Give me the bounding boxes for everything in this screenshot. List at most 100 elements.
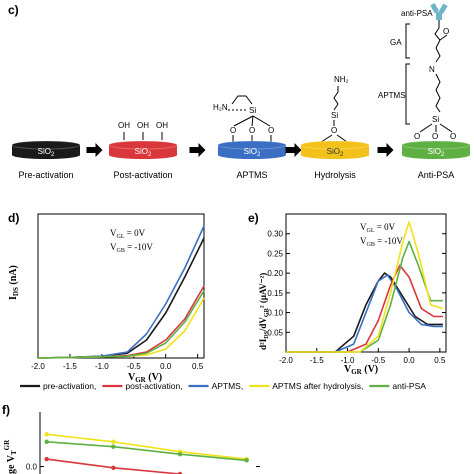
- sio2-label: SiO2: [38, 147, 55, 158]
- x-tick-label: -1.0: [95, 362, 109, 371]
- x-tick-label: 0.0: [160, 362, 172, 371]
- arrow-icon: [285, 143, 302, 157]
- data-point: [244, 458, 249, 463]
- o-label: O: [249, 126, 255, 135]
- series-line: [286, 272, 443, 353]
- x-tick-label: -2.0: [31, 362, 45, 371]
- data-point: [44, 432, 49, 437]
- d-x-axis-label: VGR (V): [128, 372, 162, 384]
- data-point: [44, 456, 49, 462]
- y-tick-label: 0.0: [26, 463, 38, 472]
- arrow-icon: [189, 143, 206, 157]
- data-point: [111, 439, 116, 444]
- substrate-disk: [12, 145, 80, 155]
- substrate-disk-top: [108, 140, 178, 150]
- series-line: [46, 441, 247, 462]
- y-tick-label: 0.20: [267, 269, 283, 278]
- x-tick-label: -0.5: [127, 362, 141, 371]
- arrow-icon: [86, 143, 103, 157]
- panel-e-label: e): [248, 211, 259, 225]
- e-y-axis-label: d²IDS/dVGR² (μAV⁻²): [258, 273, 270, 350]
- x-tick-label: -1.0: [341, 356, 355, 365]
- step-caption: Hydrolysis: [314, 170, 356, 180]
- o-label: O: [432, 132, 438, 141]
- oh-label: OH: [118, 121, 130, 130]
- substrate-disk-top: [217, 140, 287, 150]
- si-label: Si: [331, 111, 338, 120]
- x-tick-label: 0.5: [434, 356, 446, 365]
- x-tick-label: 0.5: [192, 362, 204, 371]
- x-tick-label: -1.5: [63, 362, 77, 371]
- f-y-axis-label: ge VTGR: [3, 439, 18, 474]
- anti-psa-molecule: anti-PSA O N Si O O O GA APTMS: [378, 3, 456, 141]
- aptms-molecule: H₂N Si O O O: [213, 95, 274, 142]
- legend-label: APTMS,: [212, 381, 244, 391]
- n-label: N: [429, 65, 435, 74]
- y-tick-label: 0.05: [267, 328, 283, 337]
- legend-label: APTMS after hydrolysis,: [272, 381, 363, 391]
- o-label: O: [450, 132, 456, 141]
- chart-f: 0.0: [26, 412, 260, 474]
- substrate-disk: [301, 145, 369, 155]
- aptms-annotation: APTMS: [378, 91, 406, 100]
- x-tick-label: -0.5: [371, 356, 385, 365]
- y-tick-label: 0.25: [267, 249, 283, 258]
- sio2-label: SiO2: [428, 147, 445, 158]
- ga-annotation: GA: [390, 38, 402, 47]
- y-tick-label: 0.10: [267, 309, 283, 318]
- series-line: [37, 225, 205, 359]
- nh2-label: NH₂: [334, 75, 349, 84]
- step-caption: Anti-PSA: [418, 170, 455, 180]
- data-point: [44, 439, 49, 444]
- substrate-disk-top: [401, 140, 471, 150]
- post-activation-hydroxyls: OH OH OH: [118, 121, 168, 140]
- anti-psa-annotation: anti-PSA: [401, 9, 433, 18]
- legend-label: post-activation,: [125, 381, 182, 391]
- d-bias-gl: VGL = 0V: [110, 228, 146, 240]
- o-label: O: [230, 126, 236, 135]
- oh-label: OH: [156, 121, 168, 130]
- panel-d: d) IDS (nA) VGR (V) VGL = 0V VGB = -10V …: [8, 211, 205, 384]
- chart-e: -2.0 -1.5 -1.0 -0.5 0.0 0.5 0.05 0.10 0.15 0.20 0.…: [267, 213, 447, 365]
- oh-label: OH: [137, 121, 149, 130]
- x-tick-label: -2.0: [279, 356, 293, 365]
- series-line: [286, 274, 443, 353]
- d-y-axis-label: IDS (nA): [8, 265, 20, 300]
- legend: pre-activation, post-activation, APTMS, APT…: [20, 381, 426, 391]
- chart-d: -2.0 -1.5 -1.0 -0.5 0.0 0.5: [31, 213, 205, 371]
- si-label: Si: [432, 115, 439, 124]
- arrow-icon: [377, 143, 394, 157]
- data-point: [111, 465, 116, 470]
- x-tick-label: 0.0: [404, 356, 416, 365]
- step-caption: Post-activation: [113, 170, 172, 180]
- panel-d-label: d): [8, 211, 19, 225]
- series-line: [37, 285, 205, 359]
- sio2-label: SiO2: [327, 147, 344, 158]
- series-line: [37, 237, 205, 359]
- series-line: [286, 221, 444, 353]
- o-label: O: [443, 27, 449, 36]
- data-point: [111, 444, 116, 449]
- legend-label: anti-PSA: [392, 381, 426, 391]
- sio2-label: SiO2: [135, 147, 152, 158]
- e-x-axis-label: VGR (V): [344, 364, 378, 376]
- substrate-disk: [109, 145, 177, 155]
- substrate-disk: [402, 145, 470, 155]
- e-bias-gb: VGB = -10V: [360, 236, 403, 248]
- o-label: O: [414, 132, 420, 141]
- panel-c-label: c): [8, 3, 19, 17]
- e-bias-gl: VGL = 0V: [360, 222, 396, 234]
- o-label: O: [268, 126, 274, 135]
- data-point: [177, 451, 183, 457]
- x-tick-label: -1.5: [310, 356, 324, 365]
- step-caption: APTMS: [236, 170, 267, 180]
- plot-frame: [285, 213, 447, 353]
- panel-c: c) OH OH OH H₂N Si O O O NH₂: [8, 3, 471, 180]
- step-caption: Pre-activation: [18, 170, 73, 180]
- series-line: [37, 290, 205, 359]
- d-bias-gb: VGB = -10V: [110, 242, 153, 254]
- substrate-disk-top: [11, 140, 81, 150]
- process-steps: SiO2 Pre-activation SiO2 Post-activation SiO…: [11, 140, 471, 180]
- y-tick-label: 0.30: [267, 230, 283, 239]
